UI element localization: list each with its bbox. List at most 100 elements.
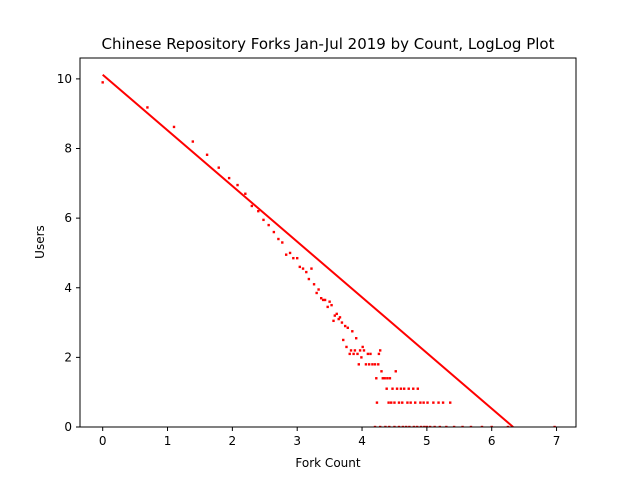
data-point <box>480 425 484 427</box>
data-point <box>415 425 419 427</box>
data-point <box>366 352 370 356</box>
data-point <box>449 401 452 404</box>
data-point <box>288 251 292 255</box>
plot-area <box>101 73 556 427</box>
data-point <box>408 425 411 427</box>
data-point <box>438 425 442 427</box>
data-point <box>146 106 149 109</box>
data-point <box>333 314 337 317</box>
data-point <box>397 425 401 427</box>
data-point <box>393 401 396 404</box>
data-point <box>296 256 299 260</box>
data-point <box>371 363 374 366</box>
data-point <box>406 401 409 404</box>
data-point <box>205 153 209 156</box>
axis-ticks: 0 1 2 3 4 5 6 7 0 2 4 6 8 10 <box>57 72 561 448</box>
data-point <box>401 425 405 427</box>
data-point <box>378 425 382 427</box>
data-point <box>441 401 445 404</box>
data-point <box>317 288 320 291</box>
data-point <box>386 377 389 380</box>
x-tick-label: 7 <box>553 434 561 448</box>
data-point <box>419 401 422 404</box>
data-point <box>298 265 301 269</box>
data-point <box>236 183 239 187</box>
data-point <box>428 425 432 427</box>
data-point <box>348 352 351 356</box>
data-point <box>356 352 359 356</box>
y-tick-label: 0 <box>64 420 72 434</box>
data-point <box>310 267 313 270</box>
data-point <box>191 140 195 143</box>
data-point <box>402 387 406 390</box>
data-point <box>321 298 325 302</box>
data-point <box>414 401 417 404</box>
data-point <box>490 425 493 427</box>
data-point <box>404 425 408 427</box>
y-tick-label: 2 <box>64 350 72 364</box>
data-point <box>412 387 415 390</box>
data-point <box>307 277 311 281</box>
data-point <box>373 363 377 366</box>
data-point <box>284 253 288 256</box>
x-tick-label: 1 <box>164 434 172 448</box>
x-tick-label: 4 <box>358 434 366 448</box>
data-point <box>506 425 510 427</box>
data-point <box>412 425 416 427</box>
data-point <box>281 241 284 244</box>
data-point <box>342 338 345 342</box>
data-point <box>312 283 316 286</box>
data-point <box>262 218 265 222</box>
data-point <box>319 297 323 300</box>
x-tick-label: 3 <box>293 434 301 448</box>
y-tick-label: 4 <box>64 281 72 295</box>
data-point <box>383 377 386 380</box>
y-tick-label: 8 <box>64 142 72 156</box>
data-point <box>172 125 176 129</box>
data-point <box>357 363 360 366</box>
data-point <box>267 223 270 227</box>
data-point <box>401 401 404 404</box>
data-point <box>437 401 440 404</box>
data-point <box>343 324 347 328</box>
data-point <box>425 425 429 427</box>
data-point <box>445 425 448 427</box>
x-tick-label: 2 <box>229 434 237 448</box>
data-point <box>397 401 401 404</box>
x-tick-label: 6 <box>488 434 496 448</box>
data-point <box>326 305 329 309</box>
data-point <box>419 425 423 427</box>
data-point <box>393 425 396 427</box>
data-point <box>399 387 403 390</box>
y-axis-label: Users <box>33 225 47 259</box>
data-point <box>385 387 388 390</box>
data-point <box>346 326 349 329</box>
data-point <box>407 387 410 390</box>
data-point <box>416 387 419 390</box>
data-point <box>358 349 362 352</box>
data-point <box>315 291 318 295</box>
data-point <box>461 425 464 427</box>
y-tick-label: 6 <box>64 211 72 225</box>
data-point <box>332 319 335 323</box>
data-point <box>378 349 382 352</box>
data-point <box>337 317 340 321</box>
data-point <box>394 370 397 373</box>
data-point <box>387 401 390 404</box>
data-point <box>353 349 357 352</box>
data-point <box>367 363 371 366</box>
data-point <box>364 363 368 366</box>
axes-frame <box>79 57 577 428</box>
data-point <box>292 256 295 260</box>
data-point <box>351 330 354 333</box>
data-point <box>250 204 254 208</box>
data-point <box>553 425 556 427</box>
data-point <box>380 370 383 373</box>
data-point <box>423 425 426 427</box>
data-point <box>257 209 260 213</box>
data-point <box>361 345 364 349</box>
data-point <box>217 166 220 169</box>
data-point <box>369 352 372 356</box>
